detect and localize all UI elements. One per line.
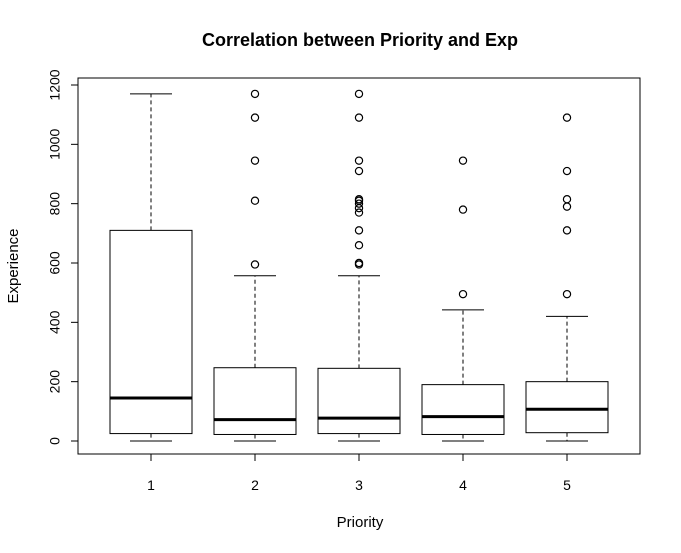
x-axis: 1 2 3 4 5 bbox=[147, 453, 571, 493]
outlier-point bbox=[562, 166, 572, 176]
outlier-point bbox=[354, 195, 364, 204]
outlier-point bbox=[354, 113, 364, 122]
outlier-point bbox=[562, 202, 572, 211]
x-axis-label: Priority bbox=[337, 514, 384, 531]
y-tick-label: 400 bbox=[47, 310, 63, 334]
box-group-3 bbox=[317, 89, 401, 442]
y-tick-label: 800 bbox=[47, 192, 63, 216]
outlier-point bbox=[354, 156, 364, 165]
outlier-point bbox=[562, 195, 572, 204]
outlier-point bbox=[250, 260, 260, 269]
y-tick-label: 1000 bbox=[47, 129, 63, 160]
box-group-4 bbox=[421, 156, 505, 442]
iqr-box bbox=[525, 381, 609, 434]
x-tick-label: 2 bbox=[251, 477, 259, 493]
iqr-box bbox=[109, 229, 193, 435]
outlier-point bbox=[458, 205, 468, 214]
x-tick-label: 1 bbox=[147, 477, 155, 493]
outlier-point bbox=[458, 156, 468, 165]
y-axis-label: Experience bbox=[5, 228, 22, 303]
outlier-point bbox=[250, 89, 260, 99]
iqr-box bbox=[421, 384, 505, 435]
outlier-point bbox=[562, 113, 572, 122]
chart-title: Correlation between Priority and Exp bbox=[202, 30, 518, 50]
box-group-2 bbox=[213, 89, 297, 442]
x-tick-label: 3 bbox=[355, 477, 363, 493]
iqr-box bbox=[213, 367, 297, 435]
outlier-point bbox=[562, 289, 572, 299]
outlier-point bbox=[458, 289, 468, 299]
outlier-point bbox=[354, 226, 364, 235]
x-tick-label: 4 bbox=[459, 477, 467, 493]
box-group-1 bbox=[109, 93, 193, 442]
y-tick-label: 600 bbox=[47, 251, 63, 275]
iqr-box bbox=[317, 367, 401, 435]
outlier-point bbox=[354, 240, 364, 250]
y-axis: 0 200 400 600 800 1000 1200 bbox=[47, 69, 79, 445]
outlier-point bbox=[250, 113, 260, 122]
outlier-point bbox=[250, 196, 260, 205]
y-tick-label: 200 bbox=[47, 370, 63, 394]
outlier-point bbox=[354, 166, 364, 176]
outlier-point bbox=[354, 208, 364, 217]
x-tick-label: 5 bbox=[563, 477, 571, 493]
outlier-point bbox=[354, 89, 364, 99]
outlier-point bbox=[354, 258, 364, 268]
outlier-point bbox=[250, 156, 260, 165]
y-tick-label: 1200 bbox=[47, 69, 63, 100]
y-tick-label: 0 bbox=[47, 437, 63, 445]
outlier-point bbox=[354, 199, 364, 208]
box-group-5 bbox=[525, 113, 609, 442]
boxes bbox=[109, 89, 609, 442]
outlier-point bbox=[562, 226, 572, 235]
